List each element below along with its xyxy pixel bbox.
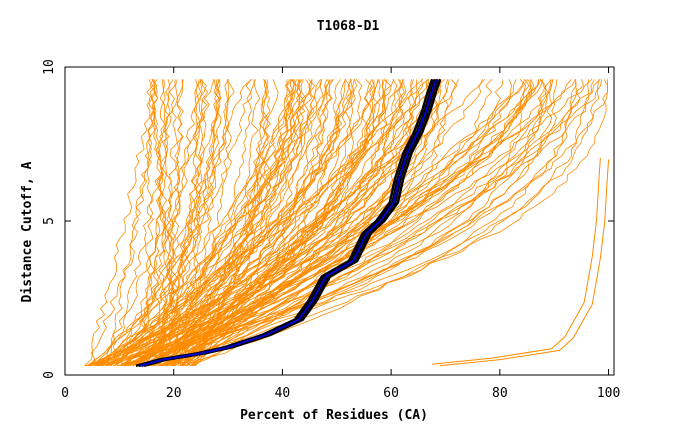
model-curve <box>151 79 540 367</box>
y-tick-label: 5 <box>42 217 57 225</box>
model-curve <box>124 79 554 367</box>
model-curve <box>117 79 387 367</box>
model-curve <box>109 79 483 367</box>
model-curve <box>137 79 256 366</box>
model-curve <box>187 79 203 366</box>
model-curve <box>180 79 384 367</box>
outlier-curve <box>440 159 610 367</box>
model-curve <box>97 78 439 367</box>
plot-area <box>84 78 610 368</box>
model-curve <box>102 79 230 367</box>
model-curve <box>194 79 269 366</box>
model-curve <box>121 79 595 367</box>
model-curve <box>136 79 334 367</box>
model-curve <box>111 79 174 366</box>
x-tick-label: 0 <box>61 386 69 401</box>
model-curve <box>120 79 449 367</box>
model-curve <box>138 79 332 366</box>
model-curve <box>164 79 177 366</box>
model-curve <box>187 79 413 367</box>
model-curve <box>173 79 437 367</box>
outlier-curve <box>431 157 601 365</box>
model-curve <box>89 79 404 367</box>
highlight-curve <box>139 78 438 367</box>
model-curve <box>142 79 208 367</box>
model-curve <box>105 79 549 367</box>
axis-ticks: 0 20 40 60 80 100 0 5 10 <box>42 59 620 401</box>
model-curve <box>152 79 292 366</box>
y-axis-label: Distance Cutoff, A <box>20 161 35 302</box>
x-tick-label: 40 <box>275 386 291 401</box>
model-curve <box>149 79 402 367</box>
model-curve <box>182 79 578 367</box>
model-curve <box>123 79 313 367</box>
model-curve <box>124 79 585 367</box>
x-tick-label: 60 <box>383 386 399 401</box>
model-curve <box>85 79 590 367</box>
model-curve <box>166 79 235 366</box>
x-tick-label: 20 <box>166 386 182 401</box>
model-curve <box>99 79 379 367</box>
model-curve <box>160 79 202 366</box>
model-curve <box>94 79 219 367</box>
model-curve <box>89 79 302 367</box>
model-curve <box>169 79 268 366</box>
model-curve <box>194 79 405 367</box>
model-curve <box>102 79 297 367</box>
model-curve <box>161 79 546 367</box>
model-curve <box>170 79 493 367</box>
model-curve <box>97 79 577 367</box>
model-curve <box>133 79 375 367</box>
model-curve <box>101 79 159 367</box>
model-curve <box>107 79 328 367</box>
model-curve <box>93 79 418 367</box>
model-curve <box>152 79 166 366</box>
model-curve <box>100 79 608 367</box>
model-curve <box>89 79 158 367</box>
model-curve <box>127 79 333 367</box>
model-curve <box>97 79 207 367</box>
model-curve <box>146 79 209 366</box>
model-curve <box>118 79 373 367</box>
model-curve <box>182 79 353 367</box>
x-tick-label: 80 <box>492 386 508 401</box>
chart-title: T1068-D1 <box>317 19 380 34</box>
model-curve <box>171 79 552 367</box>
y-tick-label: 0 <box>42 371 57 379</box>
x-tick-label: 100 <box>597 386 620 401</box>
model-curve <box>86 79 293 367</box>
model-curve <box>84 79 154 367</box>
model-curve <box>143 79 158 366</box>
y-tick-label: 10 <box>42 59 57 75</box>
x-axis-label: Percent of Residues (CA) <box>240 408 428 423</box>
model-curve <box>148 79 608 367</box>
model-curve <box>137 79 417 367</box>
model-curve <box>123 79 526 367</box>
model-curve <box>171 79 403 367</box>
